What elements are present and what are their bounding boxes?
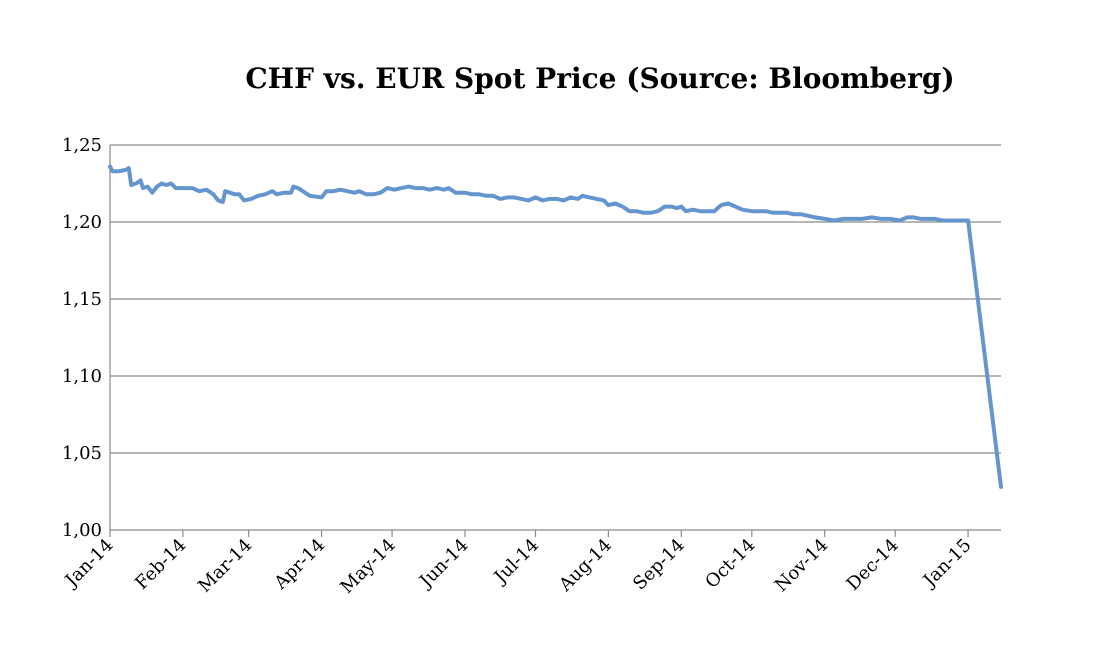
x-tick-label: Jun-14: [414, 535, 472, 593]
y-tick-label: 1,00: [62, 520, 102, 541]
x-tick-label: Mar-14: [194, 535, 256, 597]
x-tick-label: Jan-14: [60, 535, 118, 593]
y-tick-label: 1,25: [62, 135, 102, 156]
x-tick-label: Sep-14: [629, 535, 689, 595]
series-line: [108, 164, 1003, 489]
x-tick-label: Jul-14: [489, 535, 543, 589]
x-tick-label: May-14: [336, 535, 399, 598]
chart-title: CHF vs. EUR Spot Price (Source: Bloomber…: [245, 62, 955, 95]
y-tick-label: 1,05: [62, 443, 102, 464]
x-tick-label: Aug-14: [554, 535, 616, 597]
tick-labels: 1,00 1,05 1,10 1,15 1,20 1,25 Jan-14 Feb-14 Mar-…: [60, 135, 976, 598]
x-tick-label: Nov-14: [771, 535, 832, 596]
x-tick-label: Feb-14: [131, 535, 190, 594]
y-tick-label: 1,10: [62, 366, 102, 387]
x-tick-label: Apr-14: [270, 535, 329, 594]
x-tick-label: Jan-15: [918, 535, 976, 593]
grid-lines: [110, 144, 1001, 454]
x-tick-label: Dec-14: [843, 535, 903, 595]
y-tick-label: 1,15: [62, 289, 102, 310]
y-tick-label: 1,20: [62, 212, 102, 233]
axes: [109, 145, 1001, 537]
x-tick-label: Oct-14: [701, 535, 759, 593]
series-layer: [108, 164, 1003, 489]
